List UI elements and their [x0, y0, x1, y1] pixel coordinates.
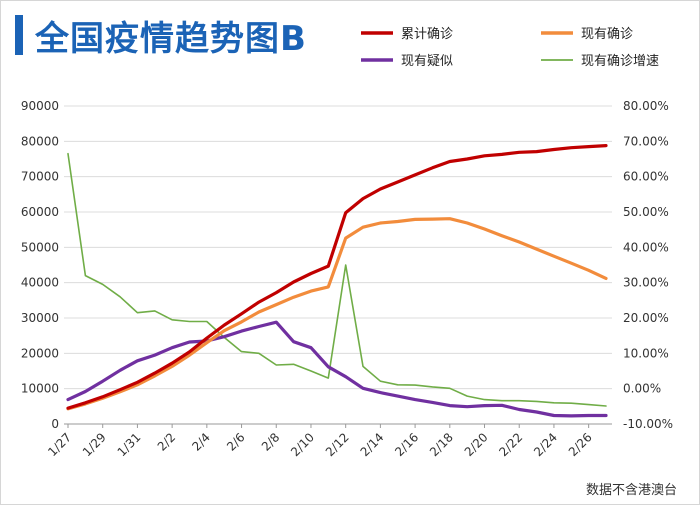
series-line-1: [66, 217, 608, 411]
left-axis-ticks: 0 10000 20000 30000 40000 50000 60000 70000 8000…: [21, 99, 59, 431]
left-axis-tick-label: 50000: [21, 240, 59, 254]
x-axis-tick-label: 2/16: [392, 430, 421, 459]
series-line-0: [66, 144, 608, 410]
x-axis-tick-label: 2/2: [155, 430, 179, 454]
legend-label: 现有疑似: [401, 53, 453, 69]
x-axis-tick-label: 2/14: [358, 430, 387, 459]
legend-label: 现有确诊增速: [581, 54, 659, 69]
x-axis-tick-label: 1/27: [45, 430, 74, 459]
x-axis-tick-label: 1/31: [115, 430, 144, 459]
series-line-2: [66, 320, 608, 418]
x-axis-tick-label: 2/18: [427, 430, 456, 459]
legend-label: 累计确诊: [401, 27, 453, 42]
x-axis-tick-label: 2/24: [531, 430, 560, 459]
left-axis-tick-label: 60000: [21, 205, 59, 219]
left-axis-tick-label: 40000: [21, 276, 59, 290]
x-axis-tick-label: 2/12: [323, 430, 352, 459]
right-axis-tick-label: 50.00%: [623, 205, 669, 219]
right-axis-tick-label: 20.00%: [623, 311, 669, 325]
right-axis-tick-label: 80.00%: [623, 99, 669, 113]
left-axis-tick-label: 80000: [21, 134, 59, 148]
right-axis-tick-label: 70.00%: [623, 134, 669, 148]
left-axis-tick-label: 90000: [21, 99, 59, 113]
x-axis-tick-label: 1/29: [80, 430, 109, 459]
x-axis-tick-label: 2/10: [288, 430, 317, 459]
right-axis-tick-label: 10.00%: [623, 346, 669, 360]
legend-label: 现有确诊: [581, 27, 633, 42]
left-axis-tick-label: 0: [51, 417, 59, 431]
x-axis-ticks: 1/27 1/29 1/31 2/2 2/4 2/6 2/8 2/10 2/12 2/14 2/16…: [45, 424, 595, 459]
left-axis-tick-label: 10000: [21, 382, 59, 396]
right-axis-tick-label: 40.00%: [623, 240, 669, 254]
left-axis-tick-label: 20000: [21, 346, 59, 360]
source-note: 数据不含港澳台: [585, 483, 677, 498]
title-accent-bar: [15, 15, 23, 55]
x-axis-tick-label: 2/6: [224, 430, 248, 454]
right-axis-tick-label: 30.00%: [623, 276, 669, 290]
x-axis-tick-label: 2/26: [566, 430, 595, 459]
series-line-3: [67, 152, 607, 407]
right-axis-tick-label: 60.00%: [623, 170, 669, 184]
chart-title: 全国疫情趋势图B: [35, 19, 307, 59]
x-axis-tick-label: 2/4: [189, 430, 213, 454]
series-lines: [66, 144, 608, 418]
right-axis-tick-label: -10.00%: [623, 417, 673, 431]
left-axis-tick-label: 70000: [21, 170, 59, 184]
x-axis-tick-label: 2/22: [496, 430, 525, 459]
right-axis-ticks: -10.00% 0.00% 10.00% 20.00% 30.00% 40.00% 50.0…: [623, 99, 673, 431]
right-axis-tick-label: 0.00%: [623, 382, 661, 396]
x-axis-tick-label: 2/20: [462, 430, 491, 459]
x-axis-tick-label: 2/8: [259, 430, 283, 454]
left-axis-tick-label: 30000: [21, 311, 59, 325]
